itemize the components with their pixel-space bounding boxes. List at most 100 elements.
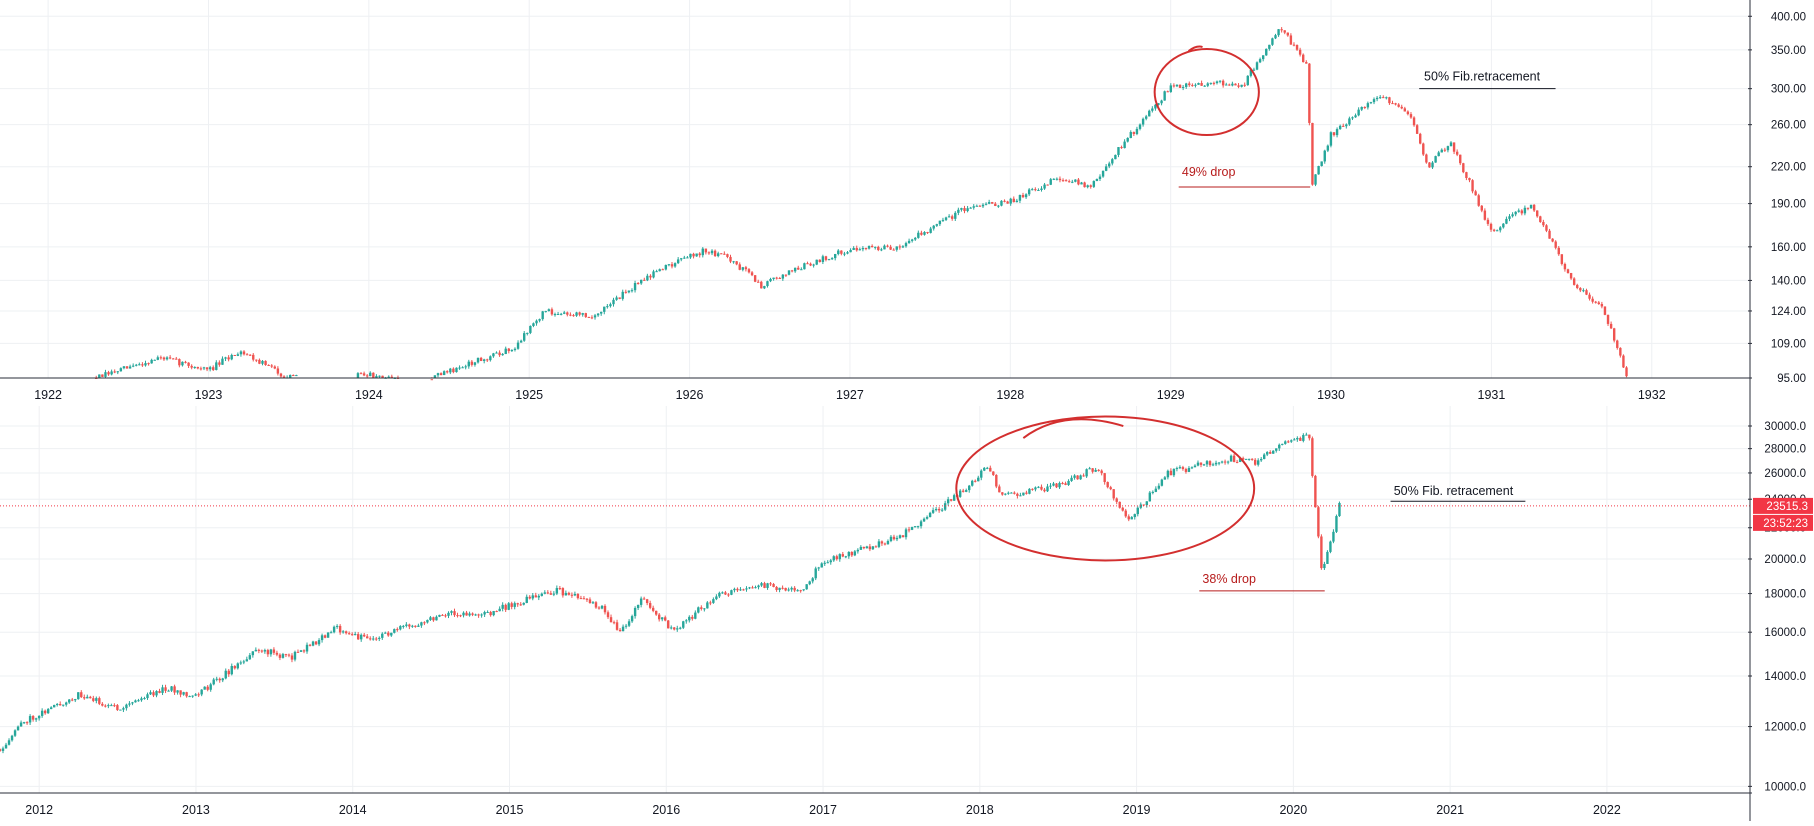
bottom-panel-2010s[interactable]: 30000.028000.026000.024000.022000.020000… [0,406,1813,817]
last-price-badges: 23515.3 23:52:23 [1753,497,1813,531]
candle-body [1133,514,1136,518]
candle-body [618,629,622,632]
candle-body [689,253,692,258]
candle-body [1240,84,1243,87]
candle-body [233,666,236,669]
candle-body [609,617,613,623]
candle-body [1208,461,1212,466]
candle-body [898,535,902,538]
candle-body [1136,507,1139,515]
candle-body [1151,108,1154,111]
candle-body [1203,85,1206,87]
candle-body [77,692,80,700]
candle-body [7,740,11,745]
y-tick-label: 30000.0 [1764,421,1806,433]
candle-body [1505,218,1508,224]
candle-body [230,354,233,360]
y-tick-label: 28000.0 [1764,444,1806,456]
candle-body [338,625,342,633]
candle-body [997,205,1000,207]
candle-body [685,620,688,622]
candle-body [1043,184,1046,189]
candle-body [808,581,811,585]
candle-body [347,633,351,635]
candle-body [1120,147,1123,149]
candle-body [1218,80,1222,82]
candle-body [1529,204,1533,209]
candle-body [1363,107,1366,109]
candle-body [877,541,881,547]
candle-body [208,367,212,370]
y-tick-label: 109.00 [1771,338,1806,350]
candle-body [642,598,646,600]
candle-body [212,679,215,685]
candle-body [429,617,432,620]
candle-body [113,371,116,373]
candle-body [1305,62,1308,64]
candle-body [519,340,523,343]
candle-body [784,274,788,276]
candle-body [233,354,236,356]
candle-body [704,248,708,253]
candle-body [805,584,808,590]
candle-body [1055,483,1058,488]
candle-body [335,625,339,627]
candle-body [510,603,513,607]
candle-body [1238,458,1242,462]
candle-body [1474,191,1477,196]
candle-body [272,649,276,653]
candle-body [886,541,890,545]
candle-body [116,371,119,373]
candle-body [447,612,450,616]
candle-body [461,367,464,369]
bottom-panel-time-axis[interactable]: 2012 2013 2014 2015 2016 2017 2018 2019 2020 2021… [0,792,1752,817]
top-panel-price-axis[interactable]: 400.00 350.00 300.00 260.00 220.00 190.00 160.… [1748,11,1806,385]
candle-body [781,274,785,279]
candle-body [101,703,104,706]
x-tick-label: 1926 [676,388,704,402]
candle-body [757,585,760,588]
candle-body [92,698,95,701]
candle-body [1135,128,1139,135]
top-panel-1920s[interactable]: 400.00 350.00 300.00 260.00 220.00 190.00 160.… [0,0,1806,402]
candle-body [874,546,878,548]
candle-body [995,474,998,487]
top-panel-time-axis[interactable]: 1922 1923 1924 1925 1926 1927 1928 1929 1930 1931… [0,377,1752,402]
candle-body [1406,111,1410,115]
candle-body [658,269,661,272]
candle-body [1332,531,1335,542]
candle-body [540,593,544,596]
y-tick-label: 12000.0 [1764,722,1806,734]
candle-body [928,512,932,518]
candle-body [1157,103,1160,105]
candle-body [1126,137,1129,142]
candle-body [1271,38,1274,45]
candle-body [645,599,649,604]
candle-body [1545,225,1548,231]
candle-body [651,607,655,611]
candle-body [46,709,50,714]
candle-body [889,536,893,542]
candle-body [793,267,797,272]
candle-body [513,603,516,607]
candle-body [679,627,682,629]
x-tick-label: 2014 [339,803,367,817]
candle-body [161,687,164,693]
x-tick-label: 1929 [1157,388,1185,402]
candle-body [1067,181,1071,183]
candle-body [452,368,455,373]
candle-body [131,365,135,367]
candle-body [1080,182,1083,185]
x-tick-label: 1924 [355,388,383,402]
candle-body [1184,469,1188,472]
candle-body [287,654,291,656]
candle-body [34,718,38,720]
candle-body [1323,150,1326,162]
candle-body [273,366,277,369]
candle-body [1434,156,1437,163]
candle-body [994,203,997,207]
candle-body [772,584,775,587]
candle-body [320,635,324,641]
